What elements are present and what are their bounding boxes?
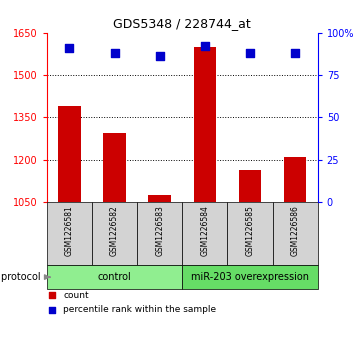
Bar [47, 265, 182, 289]
Bar [193, 47, 216, 202]
Point [292, 50, 298, 56]
Bar [284, 157, 306, 202]
Title: GDS5348 / 228744_at: GDS5348 / 228744_at [113, 17, 251, 30]
Bar [58, 106, 81, 202]
Point [202, 43, 208, 49]
Point [247, 50, 253, 56]
Text: GSM1226581: GSM1226581 [65, 205, 74, 256]
Bar [182, 202, 227, 265]
Text: percentile rank within the sample: percentile rank within the sample [63, 305, 216, 314]
Bar [137, 202, 182, 265]
Point [49, 292, 55, 298]
Bar [182, 265, 318, 289]
Bar [47, 202, 92, 265]
Text: count: count [63, 290, 89, 299]
Bar [92, 202, 137, 265]
Point [157, 53, 162, 59]
Text: miR-203 overexpression: miR-203 overexpression [191, 272, 309, 282]
Bar [273, 202, 318, 265]
Point [67, 45, 73, 51]
Bar [148, 195, 171, 202]
Point [112, 50, 118, 56]
Bar [103, 133, 126, 202]
Text: GSM1226584: GSM1226584 [200, 205, 209, 256]
Text: GSM1226583: GSM1226583 [155, 205, 164, 256]
Text: GSM1226586: GSM1226586 [291, 205, 300, 256]
Text: GSM1226582: GSM1226582 [110, 205, 119, 256]
Text: GSM1226585: GSM1226585 [245, 205, 255, 256]
Point [49, 307, 55, 313]
Text: control: control [98, 272, 131, 282]
Bar [239, 170, 261, 202]
Bar [227, 202, 273, 265]
Text: protocol: protocol [1, 272, 43, 282]
